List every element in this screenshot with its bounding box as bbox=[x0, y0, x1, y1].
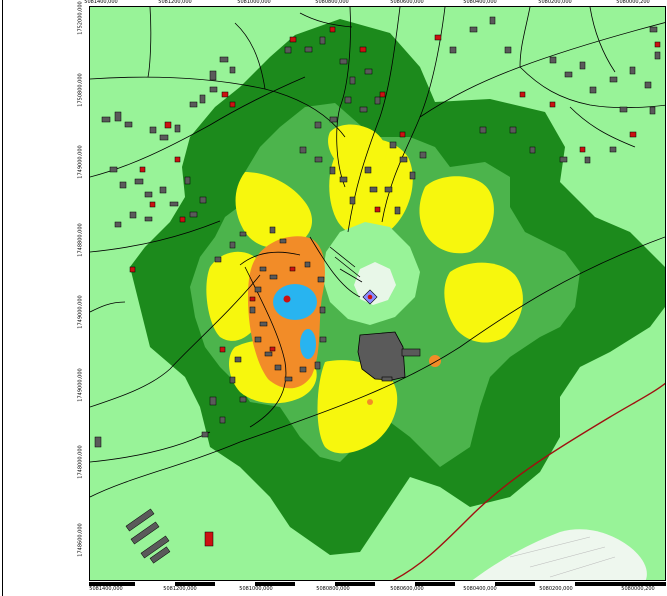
scale-bar-segment bbox=[215, 582, 255, 586]
scale-bar-segment bbox=[535, 582, 575, 586]
top-tick-label: 5080200,000 bbox=[538, 0, 572, 5]
map-viewport[interactable] bbox=[89, 6, 666, 581]
left-tick-label: 1748600,000 bbox=[77, 523, 84, 557]
page-left-border bbox=[2, 0, 3, 596]
hazard-zone-map bbox=[90, 7, 665, 580]
top-tick-label: 5081400,000 bbox=[84, 0, 118, 5]
bottom-tick-label: 5080600,000 bbox=[390, 586, 424, 592]
left-tick-label: 1749000,000 bbox=[77, 145, 84, 179]
bottom-tick-label: 5081000,000 bbox=[239, 586, 273, 592]
left-tick-label: 1749000,000 bbox=[77, 295, 84, 329]
top-tick-label: 5081000,000 bbox=[237, 0, 271, 5]
buildings-grey bbox=[94, 16, 661, 564]
top-tick-label: 5080800,000 bbox=[315, 0, 349, 5]
bottom-tick-label: 5081200,000 bbox=[163, 586, 197, 592]
left-tick-label: 1748000,000 bbox=[77, 445, 84, 479]
bottom-tick-label: 5080400,000 bbox=[463, 586, 497, 592]
left-tick-label: 1748800,000 bbox=[77, 223, 84, 257]
zone-blue bbox=[273, 284, 317, 359]
scale-bar-segment bbox=[455, 582, 495, 586]
top-tick-label: 5080000,200 bbox=[616, 0, 650, 5]
bottom-tick-label: 5080200,000 bbox=[539, 586, 573, 592]
bottom-right-white-area bbox=[472, 529, 647, 580]
scale-bar-segment bbox=[375, 582, 415, 586]
top-tick-label: 5080600,000 bbox=[390, 0, 424, 5]
scale-bar-segment bbox=[295, 582, 335, 586]
left-tick-label: 1749000,000 bbox=[77, 368, 84, 402]
left-tick-label: 1752000,000 bbox=[77, 1, 84, 35]
left-tick-label: 1750800,000 bbox=[77, 73, 84, 107]
industrial-building bbox=[357, 331, 421, 382]
bottom-tick-label: 5080000,200 bbox=[621, 586, 655, 592]
pipeline-line bbox=[392, 382, 665, 580]
buildings-red bbox=[129, 26, 661, 547]
source-marker bbox=[362, 289, 378, 305]
top-tick-label: 5080400,000 bbox=[463, 0, 497, 5]
road-network bbox=[90, 7, 665, 498]
zone-center-light bbox=[322, 222, 420, 325]
bottom-tick-label: 5080800,000 bbox=[316, 586, 350, 592]
bottom-tick-label: 5081400,000 bbox=[89, 586, 123, 592]
scale-bar-segment bbox=[135, 582, 175, 586]
top-tick-label: 5081200,000 bbox=[158, 0, 192, 5]
